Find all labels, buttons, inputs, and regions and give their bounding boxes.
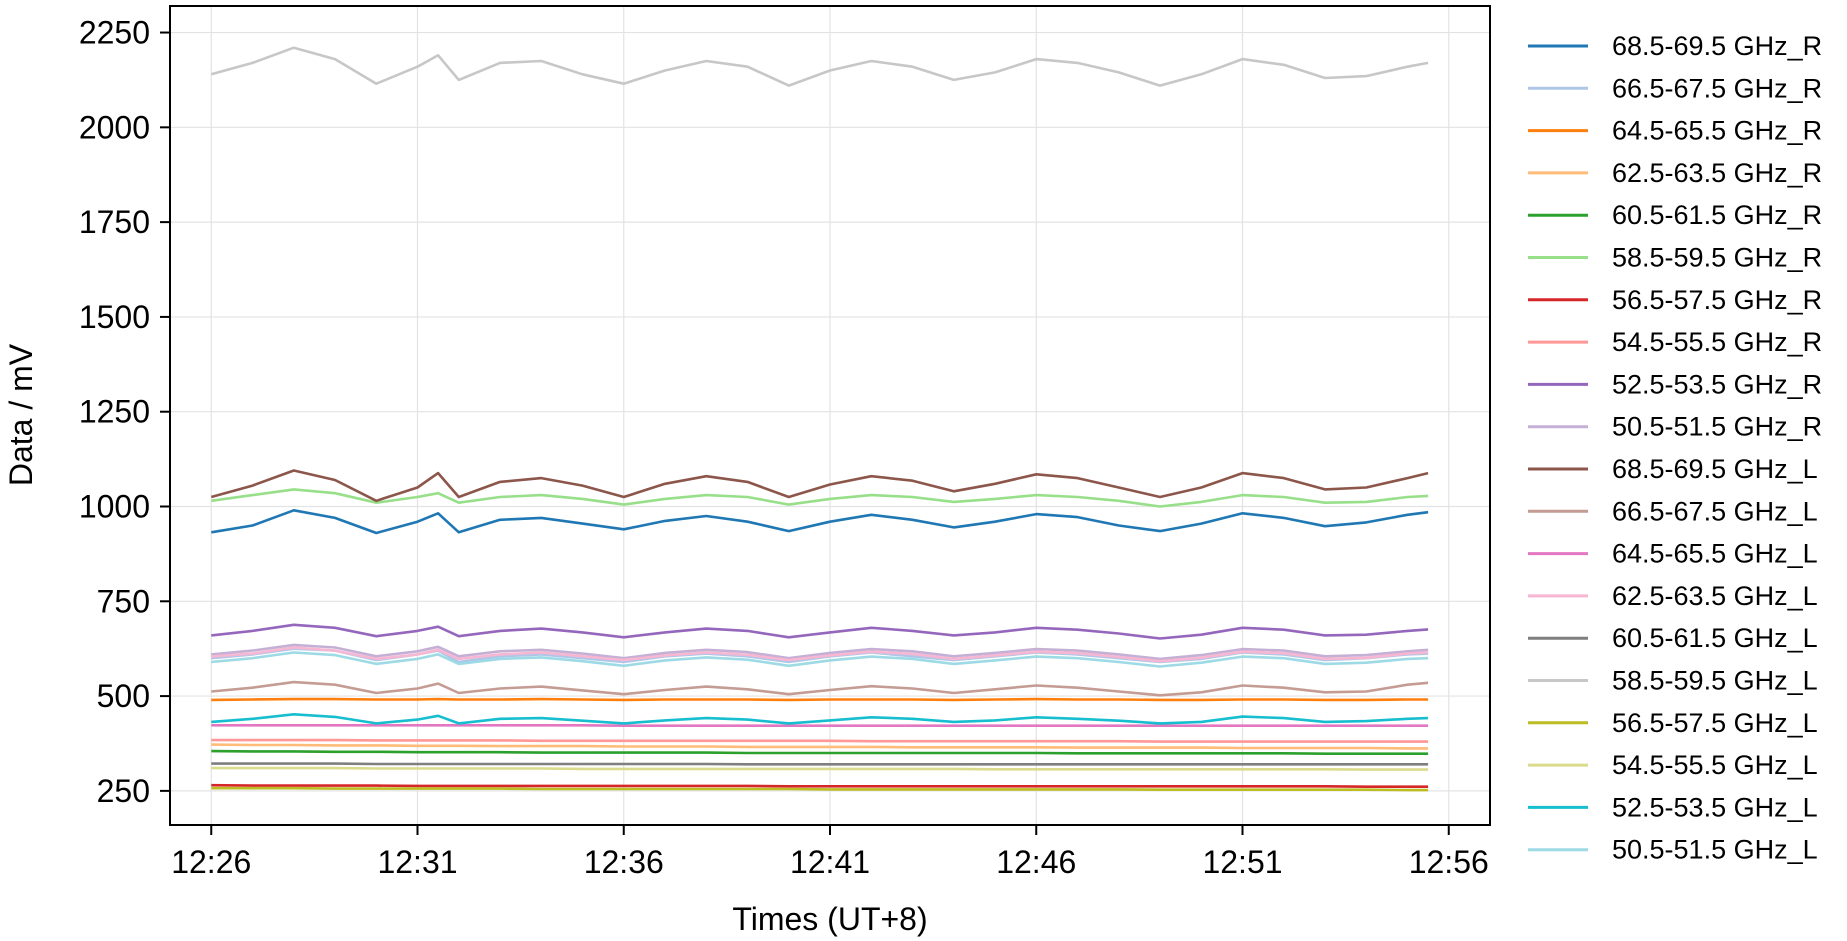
legend: 68.5-69.5 GHz_R 66.5-67.5 GHz_R 64.5-65.5 … bbox=[1528, 31, 1822, 865]
y-tick-label: 1250 bbox=[79, 394, 150, 430]
x-tick-label: 12:36 bbox=[584, 844, 664, 880]
series-line-16 bbox=[210, 46, 1429, 87]
legend-item: 60.5-61.5 GHz_R bbox=[1528, 200, 1822, 230]
legend-label: 66.5-67.5 GHz_R bbox=[1612, 73, 1822, 103]
series-line-15 bbox=[211, 762, 1429, 766]
legend-item: 64.5-65.5 GHz_R bbox=[1528, 116, 1822, 146]
legend-label: 68.5-69.5 GHz_L bbox=[1612, 454, 1818, 484]
legend-label: 54.5-55.5 GHz_R bbox=[1612, 327, 1822, 357]
x-tick-label: 12:46 bbox=[996, 844, 1076, 880]
legend-label: 62.5-63.5 GHz_R bbox=[1612, 158, 1822, 188]
y-axis-label: Data / mV bbox=[3, 343, 39, 486]
x-tick-label: 12:51 bbox=[1202, 844, 1282, 880]
series-line-8 bbox=[211, 738, 1429, 743]
legend-item: 60.5-61.5 GHz_L bbox=[1528, 623, 1818, 653]
x-axis-ticks: 12:26 12:31 12:36 12:41 12:46 12:51 12:56 bbox=[171, 825, 1489, 880]
legend-label: 58.5-59.5 GHz_R bbox=[1612, 243, 1822, 273]
legend-label: 56.5-57.5 GHz_L bbox=[1612, 708, 1818, 738]
legend-label: 62.5-63.5 GHz_L bbox=[1612, 581, 1818, 611]
legend-label: 68.5-69.5 GHz_R bbox=[1612, 31, 1822, 61]
legend-item: 56.5-57.5 GHz_R bbox=[1528, 285, 1822, 315]
legend-label: 56.5-57.5 GHz_R bbox=[1612, 285, 1822, 315]
legend-item: 68.5-69.5 GHz_L bbox=[1528, 454, 1818, 484]
legend-item: 58.5-59.5 GHz_R bbox=[1528, 243, 1822, 273]
series-line-1 bbox=[211, 508, 1429, 535]
y-axis-ticks: 250 500 750 1000 1250 1500 1750 2000 2250 bbox=[79, 15, 170, 809]
series-lines bbox=[210, 46, 1429, 792]
series-line-17 bbox=[211, 786, 1429, 792]
legend-item: 58.5-59.5 GHz_L bbox=[1528, 666, 1818, 696]
legend-label: 58.5-59.5 GHz_L bbox=[1612, 666, 1818, 696]
series-line-3 bbox=[211, 697, 1429, 702]
series-line-4 bbox=[211, 743, 1429, 750]
legend-label: 60.5-61.5 GHz_L bbox=[1612, 623, 1818, 653]
series-line-7 bbox=[211, 783, 1429, 789]
y-tick-label: 2000 bbox=[79, 109, 150, 145]
legend-label: 50.5-51.5 GHz_L bbox=[1612, 835, 1818, 865]
legend-label: 50.5-51.5 GHz_R bbox=[1612, 412, 1822, 442]
legend-item: 52.5-53.5 GHz_R bbox=[1528, 369, 1822, 399]
legend-item: 62.5-63.5 GHz_R bbox=[1528, 158, 1822, 188]
series-line-20 bbox=[211, 651, 1429, 668]
series-line-11 bbox=[210, 469, 1429, 503]
legend-label: 52.5-53.5 GHz_L bbox=[1612, 792, 1818, 822]
series-line-9 bbox=[211, 623, 1429, 640]
y-tick-label: 1000 bbox=[79, 489, 150, 525]
legend-label: 52.5-53.5 GHz_R bbox=[1612, 369, 1822, 399]
legend-item: 64.5-65.5 GHz_L bbox=[1528, 539, 1818, 569]
series-line-12 bbox=[211, 680, 1429, 697]
x-tick-label: 12:41 bbox=[790, 844, 870, 880]
y-tick-label: 250 bbox=[97, 773, 150, 809]
legend-label: 60.5-61.5 GHz_R bbox=[1612, 200, 1822, 230]
x-tick-label: 12:56 bbox=[1409, 844, 1489, 880]
y-tick-label: 1500 bbox=[79, 299, 150, 335]
y-tick-label: 1750 bbox=[79, 204, 150, 240]
legend-item: 62.5-63.5 GHz_L bbox=[1528, 581, 1818, 611]
series-line-6 bbox=[211, 488, 1429, 508]
y-tick-label: 500 bbox=[97, 678, 150, 714]
legend-item: 66.5-67.5 GHz_R bbox=[1528, 73, 1822, 103]
series-line-14 bbox=[211, 646, 1429, 663]
legend-item: 54.5-55.5 GHz_R bbox=[1528, 327, 1822, 357]
y-tick-label: 750 bbox=[97, 583, 150, 619]
legend-item: 50.5-51.5 GHz_R bbox=[1528, 412, 1822, 442]
series-line-18 bbox=[211, 766, 1429, 771]
legend-item: 56.5-57.5 GHz_L bbox=[1528, 708, 1818, 738]
y-tick-label: 2250 bbox=[79, 15, 150, 51]
series-line-5 bbox=[211, 749, 1429, 756]
legend-item: 52.5-53.5 GHz_L bbox=[1528, 792, 1818, 822]
series-line-19 bbox=[211, 712, 1429, 725]
legend-label: 64.5-65.5 GHz_R bbox=[1612, 116, 1822, 146]
x-tick-label: 12:26 bbox=[171, 844, 251, 880]
legend-item: 54.5-55.5 GHz_L bbox=[1528, 750, 1818, 780]
legend-label: 66.5-67.5 GHz_L bbox=[1612, 496, 1818, 526]
x-axis-label: Times (UT+8) bbox=[732, 901, 927, 937]
legend-label: 54.5-55.5 GHz_L bbox=[1612, 750, 1818, 780]
legend-label: 64.5-65.5 GHz_L bbox=[1612, 539, 1818, 569]
legend-item: 66.5-67.5 GHz_L bbox=[1528, 496, 1818, 526]
legend-item: 68.5-69.5 GHz_R bbox=[1528, 31, 1822, 61]
x-tick-label: 12:31 bbox=[377, 844, 457, 880]
legend-item: 50.5-51.5 GHz_L bbox=[1528, 835, 1818, 865]
grid-lines bbox=[170, 6, 1490, 825]
series-line-10 bbox=[211, 643, 1429, 661]
